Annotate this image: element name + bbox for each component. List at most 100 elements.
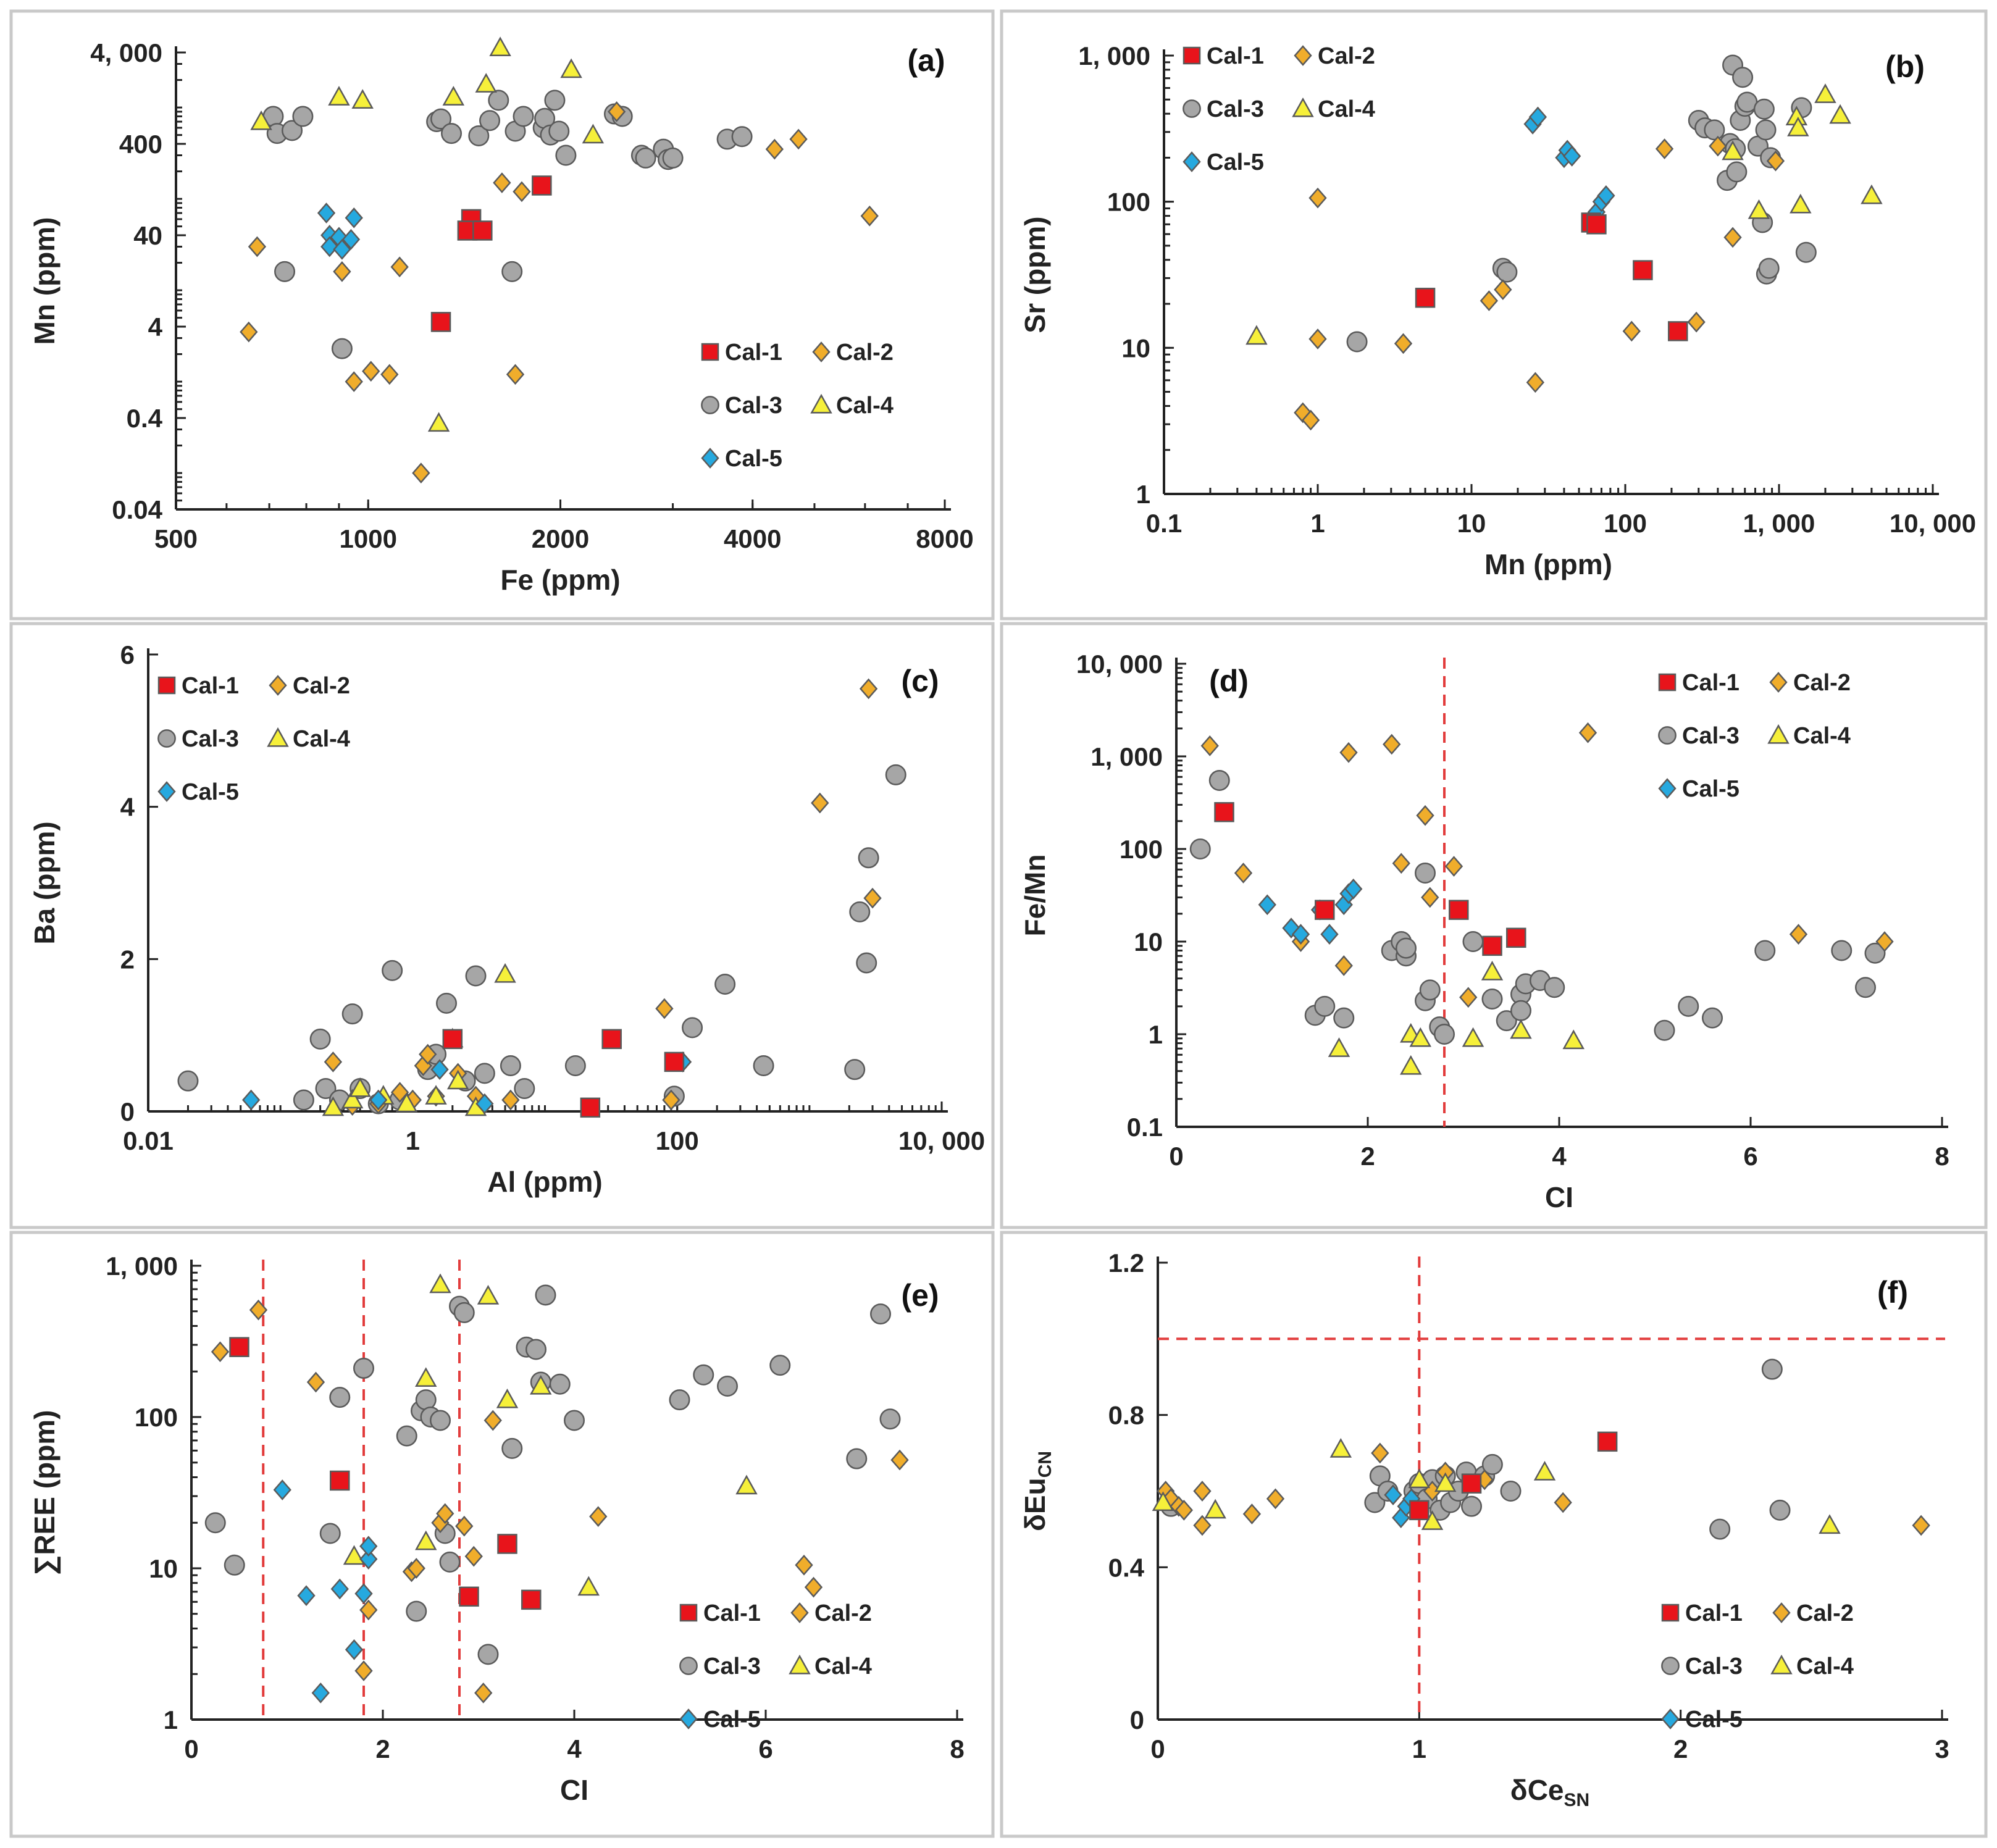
data-point	[479, 110, 501, 132]
legend-label: Cal-2	[836, 340, 894, 366]
data-point	[1481, 1453, 1503, 1475]
legend-marker	[1769, 672, 1788, 693]
legend-label: Cal-3	[725, 393, 782, 419]
data-point	[468, 125, 490, 146]
data-point	[1722, 140, 1744, 161]
data-point	[1769, 1499, 1791, 1521]
data-point	[474, 1683, 493, 1704]
legend-label: Cal-3	[703, 1654, 761, 1679]
data-point	[589, 1506, 608, 1527]
y-axis-title: Fe/Mn	[1019, 855, 1051, 937]
legend-label: Cal-2	[1796, 1600, 1854, 1626]
data-point	[655, 998, 674, 1019]
data-point	[693, 1364, 714, 1386]
legend-label: Cal-3	[1682, 723, 1740, 749]
y-tick-label: 1	[1136, 480, 1150, 509]
data-point	[345, 1639, 364, 1660]
data-point	[177, 1070, 199, 1092]
legend-label: Cal-3	[1685, 1654, 1743, 1679]
data-point	[229, 1337, 249, 1357]
y-tick-label: 2	[120, 945, 135, 974]
x-tick-label: 0.01	[123, 1126, 174, 1155]
legend-marker	[1294, 45, 1312, 66]
data-point	[477, 1284, 500, 1305]
data-point	[459, 1586, 479, 1607]
legend-marker	[157, 676, 176, 695]
data-point	[1234, 863, 1253, 884]
legend-marker	[1661, 1708, 1680, 1729]
data-point	[1709, 135, 1727, 157]
legend-marker	[157, 781, 176, 802]
data-point	[343, 1545, 366, 1565]
data-point	[682, 1017, 703, 1039]
data-point	[1912, 1515, 1930, 1536]
data-point	[1855, 977, 1876, 998]
data-point	[1554, 1492, 1572, 1513]
data-point	[354, 1583, 373, 1604]
panel-label: (d)	[1209, 664, 1249, 698]
x-tick-label: 500	[154, 524, 198, 553]
data-point	[430, 312, 451, 332]
y-axis-title-subscript: CN	[1035, 1451, 1055, 1478]
data-point	[1291, 924, 1310, 945]
data-point	[870, 1303, 891, 1325]
data-point	[250, 110, 272, 130]
data-point	[1193, 1481, 1212, 1502]
data-point	[442, 86, 465, 106]
data-point	[1294, 402, 1312, 424]
data-point	[1193, 1515, 1212, 1536]
y-tick-label: 0	[1130, 1705, 1144, 1734]
data-point	[248, 236, 267, 257]
data-point	[1678, 995, 1699, 1017]
data-point	[345, 371, 363, 392]
data-point	[501, 1437, 523, 1459]
data-point	[306, 1371, 325, 1393]
data-point	[856, 952, 877, 974]
data-point	[1562, 1029, 1585, 1050]
data-point	[496, 1388, 519, 1408]
data-point	[1301, 409, 1320, 431]
data-point	[860, 205, 879, 227]
data-point	[1761, 1358, 1783, 1380]
data-point	[1704, 119, 1725, 141]
legend-label: Cal-2	[1793, 670, 1851, 696]
x-tick-label: 1000	[340, 524, 397, 553]
data-point	[419, 1043, 437, 1065]
data-point	[564, 1410, 585, 1431]
panel-frame	[9, 622, 995, 1229]
legend-marker	[810, 393, 832, 414]
x-tick-label: 100	[1604, 509, 1647, 538]
data-point	[436, 992, 458, 1014]
data-point	[1702, 1007, 1723, 1029]
legend-label: Cal-1	[703, 1600, 761, 1626]
x-tick-label: 8	[1935, 1142, 1949, 1171]
data-point	[320, 236, 339, 257]
data-point	[1726, 161, 1748, 183]
y-tick-label: 1, 000	[106, 1252, 178, 1281]
data-point	[475, 1093, 494, 1114]
series-cal-3	[177, 764, 906, 1114]
data-point	[1344, 878, 1363, 900]
x-tick-label: 4	[1552, 1142, 1567, 1171]
data-point	[406, 1600, 427, 1622]
data-point	[1481, 961, 1504, 980]
data-point	[1496, 261, 1518, 283]
data-point	[1597, 1431, 1618, 1452]
data-point	[1480, 290, 1499, 311]
y-tick-label: 4	[120, 793, 135, 822]
data-point	[1396, 937, 1417, 959]
legend-label: Cal-1	[725, 340, 782, 366]
data-point	[273, 1479, 291, 1500]
y-tick-label: 1	[164, 1705, 178, 1734]
legend-label: Cal-5	[703, 1707, 761, 1733]
legend-label: Cal-3	[182, 726, 239, 752]
x-tick-label: 0	[1150, 1734, 1165, 1763]
data-point	[1258, 894, 1276, 916]
data-point	[395, 1092, 418, 1113]
data-point	[341, 1089, 364, 1109]
data-point	[1329, 1438, 1352, 1458]
data-point	[1334, 955, 1353, 976]
legend-marker	[1661, 1657, 1680, 1675]
data-point	[390, 256, 409, 278]
